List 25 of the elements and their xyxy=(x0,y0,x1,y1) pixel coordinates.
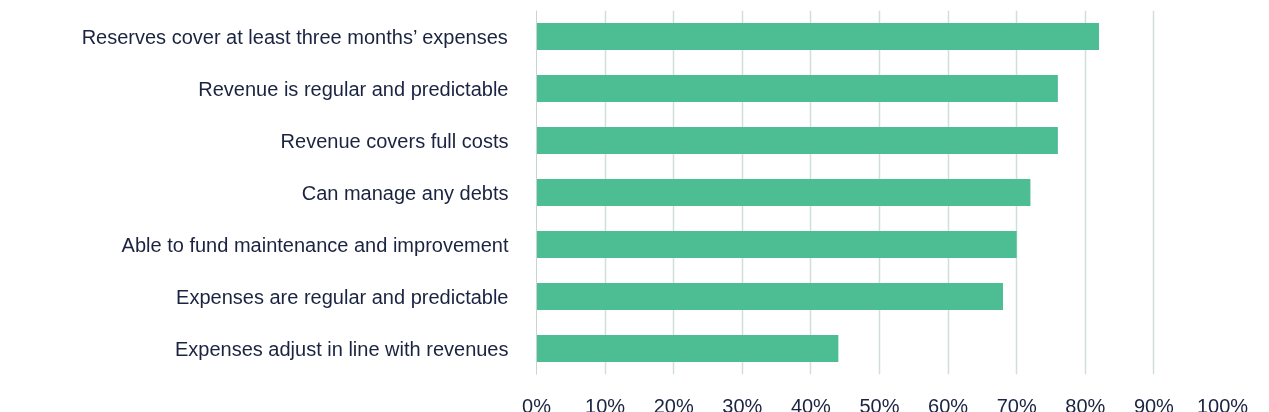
bar xyxy=(536,22,1100,51)
x-tick-label: 90% xyxy=(1133,394,1175,412)
y-tick-label: Reserves cover at least three months’ expenses xyxy=(81,25,508,48)
x-tick-label: 80% xyxy=(1065,394,1106,412)
x-tick-label: 70% xyxy=(996,394,1037,412)
x-tick-label: 100% xyxy=(1196,394,1249,412)
y-tick-label: Revenue covers full costs xyxy=(280,129,509,152)
y-tick-label: Expenses are regular and predictable xyxy=(176,285,509,308)
bar xyxy=(536,178,1031,207)
bar xyxy=(536,126,1058,155)
bar xyxy=(536,334,839,363)
y-tick-label: Expenses adjust in line with revenues xyxy=(174,337,509,360)
y-tick-label: Can manage any debts xyxy=(301,181,509,204)
bar xyxy=(536,282,1003,311)
x-tick-label: 10% xyxy=(585,394,626,412)
x-tick-label: 60% xyxy=(928,394,969,412)
x-tick-label: 20% xyxy=(653,394,694,412)
x-tick-label: 30% xyxy=(722,394,763,412)
x-tick-label: 40% xyxy=(790,394,832,412)
x-tick-label: 0% xyxy=(522,394,552,412)
bar xyxy=(536,230,1017,259)
bar xyxy=(536,74,1058,103)
y-tick-label: Revenue is regular and predictable xyxy=(198,77,509,100)
x-tick-label: 50% xyxy=(859,394,900,412)
y-tick-label: Able to fund maintenance and improvement xyxy=(121,233,509,256)
